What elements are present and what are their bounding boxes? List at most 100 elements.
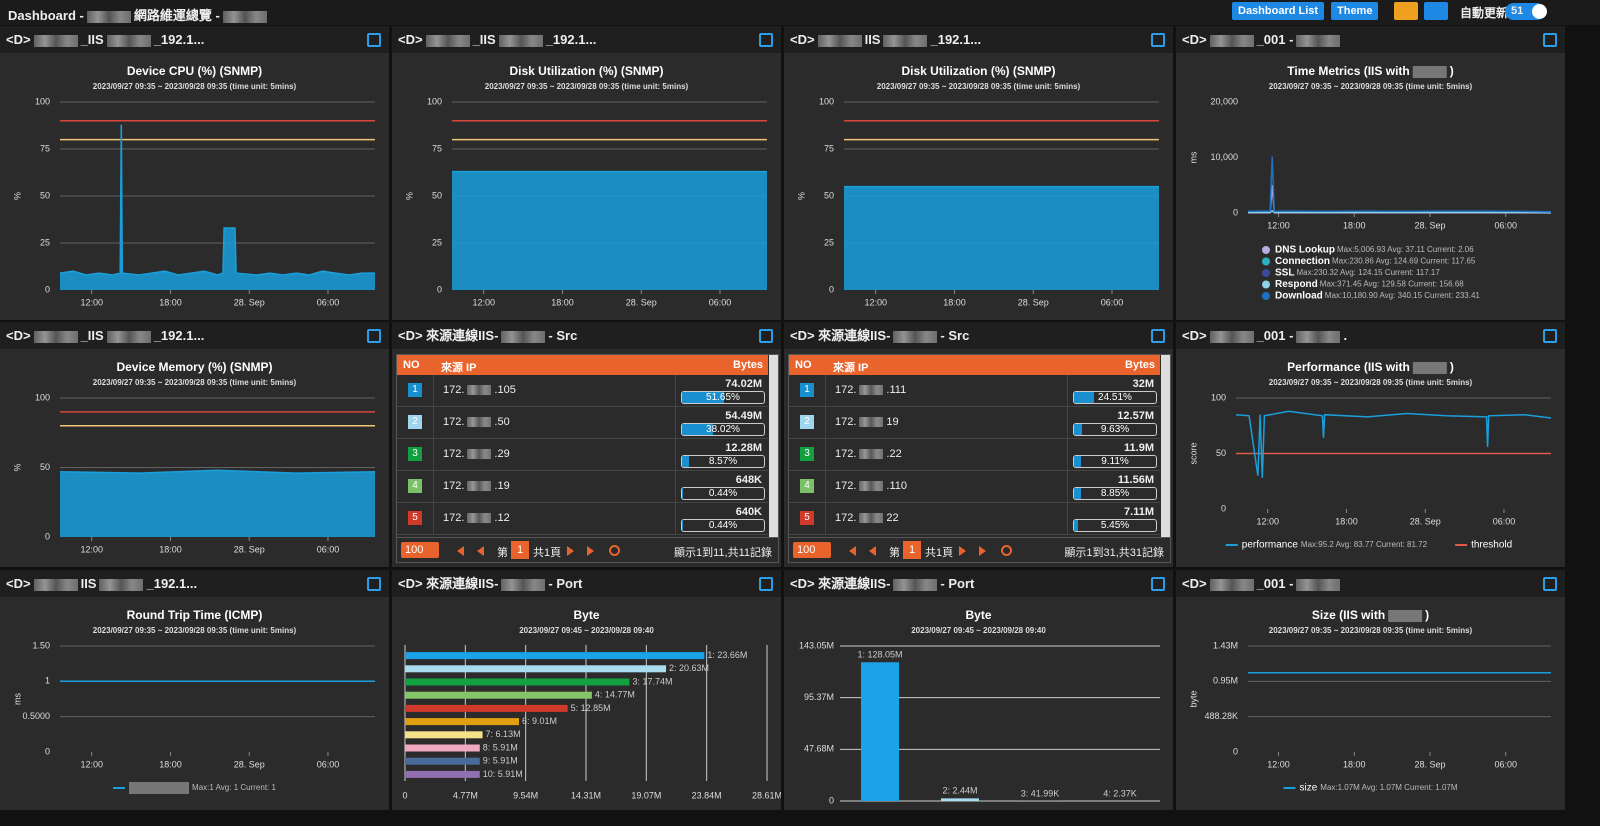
dashboard-list-button[interactable]: Dashboard List — [1232, 2, 1325, 20]
blurred — [893, 578, 938, 591]
ip-part: .105 — [494, 384, 516, 396]
panel-title: _IIS — [472, 32, 496, 47]
open-link-icon[interactable] — [759, 329, 773, 343]
panel: <D> _IIS _192.1... Device Memory (%) (SNMP)… — [0, 322, 389, 567]
x-tick-label: 28. Sep — [1410, 516, 1441, 526]
blurred — [425, 34, 470, 47]
open-link-icon[interactable] — [1543, 329, 1557, 343]
open-link-icon[interactable] — [1543, 33, 1557, 47]
save-button[interactable] — [1424, 2, 1448, 20]
bar — [405, 731, 483, 739]
open-link-icon[interactable] — [759, 33, 773, 47]
blurred — [33, 34, 78, 47]
chart: Disk Utilization (%) (SNMP) 2023/09/27 09… — [404, 64, 767, 307]
refresh-toggle[interactable] — [1532, 4, 1547, 19]
chart-subtitle: 2023/09/27 09:35 ~ 2023/09/28 09:35 (tim… — [93, 378, 297, 387]
y-tick-label: 75 — [432, 143, 442, 153]
y-tick-label: 50 — [1216, 448, 1226, 458]
panel-header: <D> 來源連線IIS- - Src — [784, 322, 1173, 349]
percent-label: 0.44% — [708, 488, 738, 499]
bar — [405, 757, 480, 765]
page-size-select[interactable]: 100 — [401, 542, 439, 558]
y-tick-label: 0.95M — [1213, 676, 1238, 686]
value-label: 8: 5.91M — [483, 742, 518, 752]
ip-part: .12 — [494, 512, 510, 524]
open-link-icon[interactable] — [1151, 33, 1165, 47]
table-footer: 100 第 1 共1頁 顯示1到11,共11記錄 — [397, 537, 778, 563]
value-label: 10: 5.91M — [483, 769, 523, 779]
percent-label: 8.57% — [708, 456, 738, 467]
column-divider — [1067, 375, 1068, 407]
open-link-icon[interactable] — [1543, 577, 1557, 591]
open-link-icon[interactable] — [1151, 329, 1165, 343]
series-line — [1235, 410, 1552, 478]
blurred — [222, 10, 267, 23]
blurred — [1209, 578, 1254, 591]
y-axis-label: score — [1188, 442, 1198, 464]
y-tick-label: 10,000 — [1210, 152, 1238, 162]
page-size-select[interactable]: 100 — [793, 542, 831, 558]
column-divider — [433, 407, 434, 439]
legend-name: DNS Lookup — [1275, 245, 1335, 256]
chart-title: Time Metrics (IIS with — [1287, 64, 1409, 78]
area-fill — [452, 171, 767, 290]
column-header: Bytes — [733, 359, 763, 371]
y-tick-label: 488.28K — [1204, 711, 1238, 721]
theme-button[interactable]: Theme — [1331, 2, 1379, 20]
blurred — [883, 34, 928, 47]
percent-bar: 38.02% — [681, 423, 765, 436]
percent-fill — [1074, 520, 1079, 531]
x-tick-label: 18:00 — [159, 759, 182, 769]
x-tick-label: 06:00 — [1494, 220, 1517, 230]
x-tick-label: 28. Sep — [234, 297, 265, 307]
panel-title: _192.1... — [153, 32, 205, 47]
open-link-icon[interactable] — [367, 577, 381, 591]
y-tick-label: 95.37M — [804, 692, 834, 702]
y-tick-label: 0 — [1233, 207, 1238, 217]
row-number: 4 — [800, 479, 814, 493]
percent-bar: 8.57% — [681, 455, 765, 468]
y-tick-label: 0 — [829, 795, 834, 805]
legend-name: size — [1299, 783, 1317, 794]
table-row: 5 172. 22 7.11M 5.45% — [789, 503, 1160, 535]
open-link-icon[interactable] — [1151, 577, 1165, 591]
area-fill — [60, 470, 375, 537]
chart-title: Disk Utilization (%) (SNMP) — [901, 64, 1055, 78]
y-axis-label: ms — [1188, 151, 1198, 163]
table-header: NO 來源 IP Bytes — [789, 355, 1160, 375]
row-number: 1 — [408, 383, 422, 397]
open-link-icon[interactable] — [367, 33, 381, 47]
chart-subtitle: 2023/09/27 09:35 ~ 2023/09/28 09:35 (tim… — [93, 82, 297, 91]
column-header: 來源 IP — [441, 362, 477, 374]
page-number: 1 — [903, 541, 921, 559]
ip-part: .22 — [886, 448, 902, 460]
value-label: 1: 128.05M — [857, 650, 902, 660]
panel-title: . — [1343, 328, 1348, 343]
percent-fill — [682, 392, 725, 403]
chart-title: Byte — [573, 608, 599, 622]
column-divider — [675, 503, 676, 535]
source-ip: 172. 19 — [835, 416, 899, 428]
page-prefix: 第 — [889, 547, 900, 559]
x-tick-label: 12:00 — [80, 759, 103, 769]
blurred — [1388, 610, 1423, 622]
edit-button[interactable] — [1394, 2, 1418, 20]
y-axis-label: % — [796, 192, 806, 200]
legend-stats: Max:230.86 Avg: 124.69 Current: 117.65 — [1332, 257, 1476, 266]
chart-title: Device CPU (%) (SNMP) — [127, 64, 262, 78]
percent-bar: 5.45% — [1073, 519, 1157, 532]
open-link-icon[interactable] — [759, 577, 773, 591]
panel-title: _IIS — [80, 32, 104, 47]
table-row: 2 172. 19 12.57M 9.63% — [789, 407, 1160, 439]
chart-subtitle: 2023/09/27 09:45 ~ 2023/09/28 09:40 — [519, 626, 654, 635]
legend-name: Connection — [1275, 256, 1330, 267]
column-divider — [675, 439, 676, 471]
open-link-icon[interactable] — [367, 329, 381, 343]
page-number: 1 — [511, 541, 529, 559]
blurred — [859, 513, 884, 524]
title-text: Dashboard - — [8, 8, 84, 23]
reload-icon — [609, 545, 620, 556]
table-row: 3 172. .22 11.9M 9.11% — [789, 439, 1160, 471]
panel-title: IIS — [80, 576, 97, 591]
bytes: 12.57M — [1117, 410, 1154, 422]
